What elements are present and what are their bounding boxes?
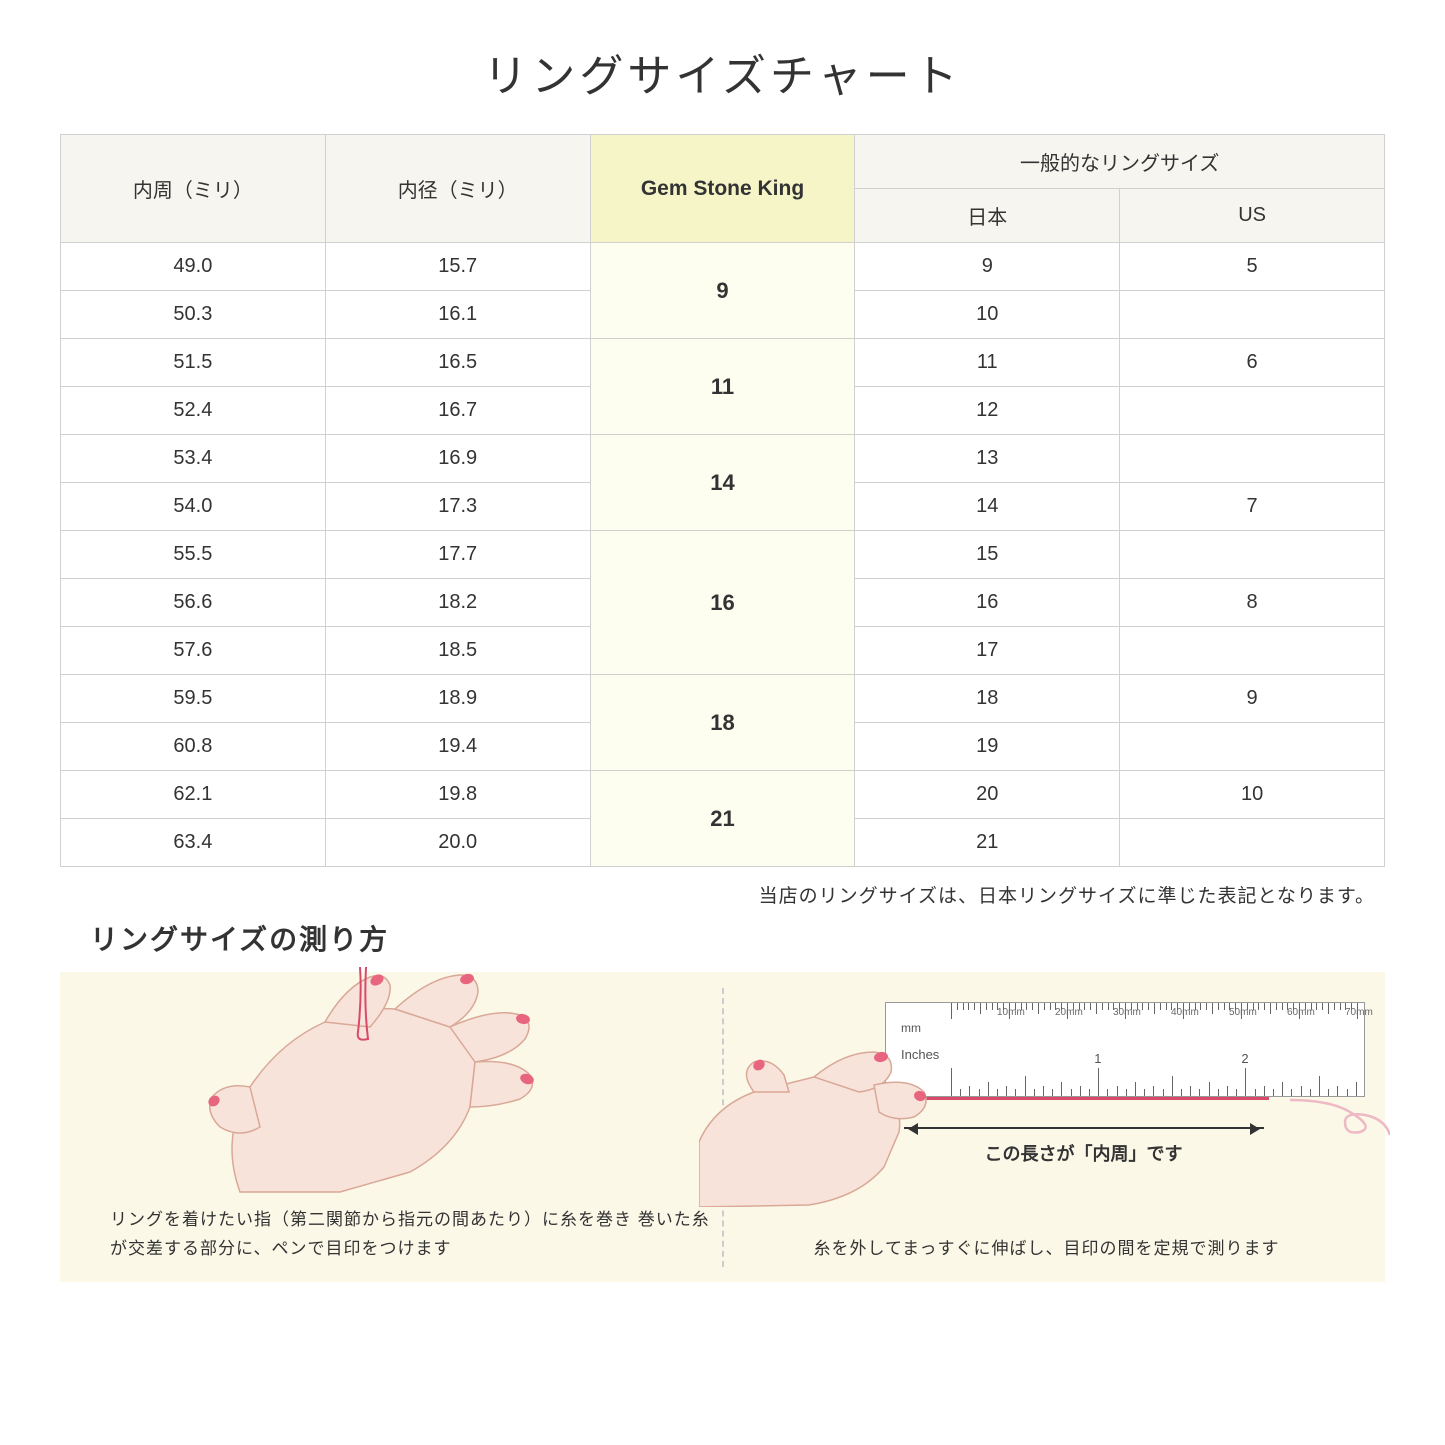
- hand-hold-illustration: [699, 1047, 929, 1207]
- howto-panel: リングを着けたい指（第二関節から指元の間あたり）に糸を巻き 巻いた糸が交差する部…: [60, 972, 1385, 1282]
- page-title: リングサイズチャート: [60, 40, 1385, 104]
- cell-circumference: 63.4: [61, 819, 326, 867]
- cell-japan: 17: [855, 627, 1120, 675]
- cell-us: 8: [1120, 579, 1385, 627]
- cell-us: [1120, 291, 1385, 339]
- cell-circumference: 57.6: [61, 627, 326, 675]
- cell-japan: 14: [855, 483, 1120, 531]
- cell-diameter: 17.7: [325, 531, 590, 579]
- cell-diameter: 17.3: [325, 483, 590, 531]
- header-general: 一般的なリングサイズ: [855, 135, 1385, 189]
- header-gsk: Gem Stone King: [590, 135, 855, 243]
- cell-us: [1120, 723, 1385, 771]
- caption-right: 糸を外してまっすぐに伸ばし、目印の間を定規で測ります: [814, 1235, 1280, 1264]
- header-us: US: [1120, 189, 1385, 243]
- cell-us: [1120, 387, 1385, 435]
- cell-japan: 12: [855, 387, 1120, 435]
- cell-us: [1120, 627, 1385, 675]
- size-note: 当店のリングサイズは、日本リングサイズに準じた表記となります。: [60, 881, 1375, 908]
- measurement-arrow: [904, 1127, 1264, 1129]
- table-row: 55.517.71615: [61, 531, 1385, 579]
- cell-japan: 9: [855, 243, 1120, 291]
- cell-circumference: 54.0: [61, 483, 326, 531]
- ruler-in-mark: 1: [1094, 1051, 1101, 1066]
- ruler-illustration: mm Inches 10mm20mm30mm40mm50mm60mm70mm12: [885, 1002, 1365, 1097]
- cell-japan: 21: [855, 819, 1120, 867]
- howto-step-1: リングを着けたい指（第二関節から指元の間あたり）に糸を巻き 巻いた糸が交差する部…: [60, 972, 722, 1282]
- cell-diameter: 16.7: [325, 387, 590, 435]
- thread-line: [899, 1097, 1269, 1100]
- cell-circumference: 55.5: [61, 531, 326, 579]
- cell-japan: 15: [855, 531, 1120, 579]
- cell-diameter: 18.9: [325, 675, 590, 723]
- cell-us: [1120, 819, 1385, 867]
- cell-us: 10: [1120, 771, 1385, 819]
- cell-gsk: 9: [590, 243, 855, 339]
- table-row: 59.518.918189: [61, 675, 1385, 723]
- header-circumference: 内周（ミリ）: [61, 135, 326, 243]
- howto-title: リングサイズの測り方: [90, 918, 1385, 958]
- howto-step-2: mm Inches 10mm20mm30mm40mm50mm60mm70mm12…: [724, 972, 1386, 1282]
- table-row: 53.416.91413: [61, 435, 1385, 483]
- cell-japan: 13: [855, 435, 1120, 483]
- cell-circumference: 60.8: [61, 723, 326, 771]
- cell-japan: 18: [855, 675, 1120, 723]
- cell-us: [1120, 531, 1385, 579]
- caption-left: リングを着けたい指（第二関節から指元の間あたり）に糸を巻き 巻いた糸が交差する部…: [110, 1206, 722, 1264]
- ruler-in-mark: 2: [1241, 1051, 1248, 1066]
- cell-japan: 19: [855, 723, 1120, 771]
- cell-diameter: 18.2: [325, 579, 590, 627]
- ruler-mm-mark: 70mm: [1345, 1007, 1373, 1018]
- cell-circumference: 52.4: [61, 387, 326, 435]
- cell-gsk: 11: [590, 339, 855, 435]
- header-diameter: 内径（ミリ）: [325, 135, 590, 243]
- cell-gsk: 21: [590, 771, 855, 867]
- cell-us: 5: [1120, 243, 1385, 291]
- cell-japan: 11: [855, 339, 1120, 387]
- cell-japan: 16: [855, 579, 1120, 627]
- cell-diameter: 19.4: [325, 723, 590, 771]
- cell-gsk: 14: [590, 435, 855, 531]
- cell-circumference: 51.5: [61, 339, 326, 387]
- cell-japan: 20: [855, 771, 1120, 819]
- ruler-mm-label: mm: [901, 1021, 921, 1035]
- cell-diameter: 18.5: [325, 627, 590, 675]
- cell-gsk: 18: [590, 675, 855, 771]
- cell-diameter: 16.9: [325, 435, 590, 483]
- cell-us: 6: [1120, 339, 1385, 387]
- cell-circumference: 59.5: [61, 675, 326, 723]
- cell-diameter: 19.8: [325, 771, 590, 819]
- cell-us: 9: [1120, 675, 1385, 723]
- cell-circumference: 50.3: [61, 291, 326, 339]
- cell-diameter: 15.7: [325, 243, 590, 291]
- cell-circumference: 49.0: [61, 243, 326, 291]
- cell-diameter: 20.0: [325, 819, 590, 867]
- table-row: 51.516.511116: [61, 339, 1385, 387]
- cell-gsk: 16: [590, 531, 855, 675]
- table-row: 62.119.8212010: [61, 771, 1385, 819]
- cell-circumference: 53.4: [61, 435, 326, 483]
- table-row: 49.015.7995: [61, 243, 1385, 291]
- cell-japan: 10: [855, 291, 1120, 339]
- cell-us: [1120, 435, 1385, 483]
- ring-size-table: 内周（ミリ） 内径（ミリ） Gem Stone King 一般的なリングサイズ …: [60, 134, 1385, 867]
- cell-circumference: 62.1: [61, 771, 326, 819]
- cell-circumference: 56.6: [61, 579, 326, 627]
- thread-curl: [1290, 1087, 1390, 1137]
- cell-diameter: 16.1: [325, 291, 590, 339]
- header-japan: 日本: [855, 189, 1120, 243]
- cell-us: 7: [1120, 483, 1385, 531]
- arrow-label: この長さが「内周」です: [904, 1140, 1264, 1166]
- hand-wrap-illustration: [170, 967, 550, 1197]
- cell-diameter: 16.5: [325, 339, 590, 387]
